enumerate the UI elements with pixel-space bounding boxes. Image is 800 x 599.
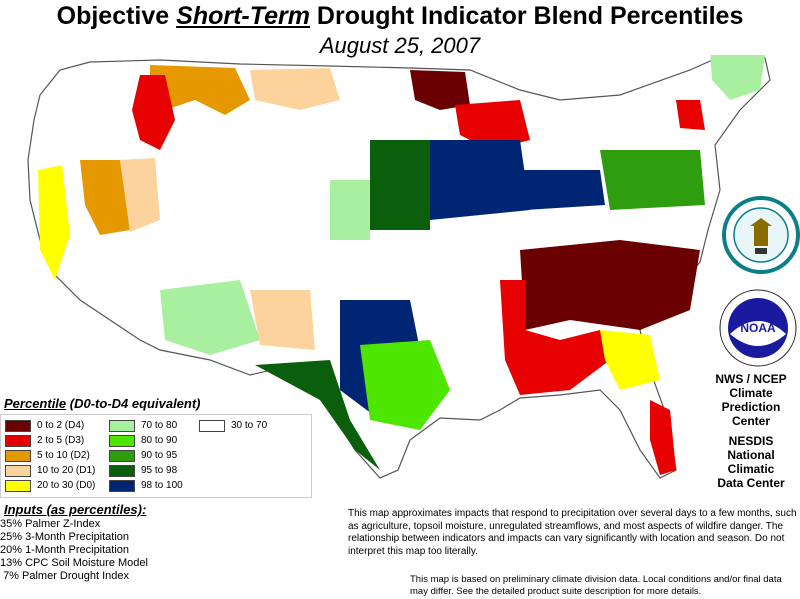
data-note: This map is based on preliminary climate… — [410, 574, 782, 597]
region-kansas-green — [330, 180, 370, 240]
legend-item: 0 to 2 (D4) — [5, 419, 84, 432]
legend-swatch — [5, 449, 31, 462]
input-row: 13% CPC Soil Moisture Model — [0, 557, 148, 570]
input-row: 35% Palmer Z-Index — [0, 518, 148, 531]
input-name: CPC Soil Moisture Model — [25, 557, 148, 569]
legend-label: 2 to 5 (D3) — [37, 435, 85, 446]
commerce-seal-logo — [722, 196, 800, 274]
disclaimer-note: This map approximates impacts that respo… — [348, 508, 797, 557]
region-nm-d1 — [250, 290, 315, 350]
credit-line: Data Center — [717, 476, 785, 490]
legend-item: 80 to 90 — [109, 434, 177, 447]
legend-item: 95 to 98 — [109, 464, 177, 477]
region-nevada-d1 — [120, 158, 160, 232]
legend-title: Percentile (D0-to-D4 equivalent) — [4, 396, 201, 411]
input-name: 1-Month Precipitation — [25, 544, 130, 556]
input-row: 20% 1-Month Precipitation — [0, 544, 148, 557]
input-pct: 25% — [0, 531, 23, 543]
region-iowa-d5 — [430, 140, 530, 220]
inputs-list: 35% Palmer Z-Index 25% 3-Month Precipita… — [0, 518, 148, 583]
credit-nws: NWS / NCEP Climate Prediction Center — [702, 372, 800, 428]
credit-line: NESDIS — [728, 434, 774, 448]
region-texas-green — [360, 340, 450, 430]
region-idaho-d3 — [132, 75, 175, 150]
legend-swatch — [109, 434, 135, 447]
legend-title-suffix: (D0-to-D4 equivalent) — [69, 396, 201, 411]
title-emphasis: Short-Term — [176, 2, 310, 30]
legend-label: 20 to 30 (D0) — [37, 480, 96, 491]
legend-swatch — [199, 419, 225, 432]
inputs-title: Inputs (as percentiles): — [4, 502, 147, 517]
legend-swatch — [5, 419, 31, 432]
region-montana-d1 — [250, 68, 340, 110]
region-newyork-d3 — [676, 100, 705, 130]
legend-label: 0 to 2 (D4) — [37, 420, 85, 431]
input-name: Palmer Z-Index — [25, 518, 101, 530]
region-florida-d3 — [650, 400, 676, 475]
legend-label: 10 to 20 (D1) — [37, 465, 96, 476]
region-south-d3 — [500, 280, 610, 395]
drought-map — [27, 55, 771, 479]
credit-line: NWS / NCEP — [715, 372, 787, 386]
input-pct: 13% — [0, 557, 23, 569]
legend-label: 5 to 10 (D2) — [37, 450, 90, 461]
legend-label: 95 to 98 — [141, 465, 178, 476]
legend-item: 5 to 10 (D2) — [5, 449, 90, 462]
input-pct: 7% — [3, 570, 19, 582]
credit-line: Climatic — [727, 462, 775, 476]
map-date: August 25, 2007 — [319, 33, 481, 58]
region-nebraska-wet — [370, 140, 430, 230]
input-row: 7% Palmer Drought Index — [0, 570, 148, 583]
credit-line: National — [727, 448, 775, 462]
input-pct: 20% — [0, 544, 23, 556]
legend-swatch — [109, 419, 135, 432]
credit-nesdis: NESDIS National Climatic Data Center — [702, 434, 800, 490]
region-nevada-d2 — [80, 160, 130, 235]
legend-label: 98 to 100 — [141, 480, 183, 491]
legend-item: 98 to 100 — [109, 479, 183, 492]
legend-item: 20 to 30 (D0) — [5, 479, 95, 492]
region-ohio-green — [600, 150, 705, 210]
legend-item: 10 to 20 (D1) — [5, 464, 95, 477]
credit-line: Climate — [729, 386, 773, 400]
region-calif-d0 — [38, 165, 70, 280]
region-southeast-d4 — [520, 240, 700, 330]
legend-swatch — [5, 479, 31, 492]
credit-line: Center — [731, 414, 770, 428]
legend-swatch — [5, 434, 31, 447]
noaa-logo-text: NOAA — [740, 321, 776, 335]
credit-line: Prediction — [721, 400, 781, 414]
legend-swatch — [109, 479, 135, 492]
title-suffix: Drought Indicator Blend Percentiles — [316, 2, 744, 30]
input-row: 25% 3-Month Precipitation — [0, 531, 148, 544]
legend-item: 70 to 80 — [109, 419, 177, 432]
legend-item: 30 to 70 — [199, 419, 267, 432]
region-northeast-green — [710, 55, 765, 100]
region-southeast-d0 — [600, 330, 660, 390]
region-sw-green — [160, 280, 260, 355]
noaa-logo: NOAA — [719, 289, 797, 367]
legend-swatch — [109, 449, 135, 462]
legend-label: 80 to 90 — [141, 435, 178, 446]
legend-item: 2 to 5 (D3) — [5, 434, 84, 447]
region-minnesota-d4 — [410, 70, 470, 110]
input-name: 3-Month Precipitation — [25, 531, 130, 543]
legend-label: 90 to 95 — [141, 450, 178, 461]
legend-label: 70 to 80 — [141, 420, 178, 431]
region-texas-95 — [255, 360, 380, 470]
legend-swatch — [5, 464, 31, 477]
legend-swatch — [109, 464, 135, 477]
input-name: Palmer Drought Index — [22, 570, 130, 582]
legend-label: 30 to 70 — [231, 420, 268, 431]
title-prefix: Objective — [56, 2, 170, 30]
legend: 0 to 2 (D4) 2 to 5 (D3) 5 to 10 (D2) 10 … — [0, 414, 312, 498]
region-wisconsin-d3 — [455, 100, 530, 150]
map-title: Objective Short-Term Drought Indicator B… — [0, 2, 800, 31]
region-northwest-d2 — [150, 65, 250, 115]
legend-item: 90 to 95 — [109, 449, 177, 462]
region-midwest-98 — [520, 170, 605, 210]
legend-title-prefix: Percentile — [4, 396, 67, 411]
input-pct: 35% — [0, 518, 23, 530]
